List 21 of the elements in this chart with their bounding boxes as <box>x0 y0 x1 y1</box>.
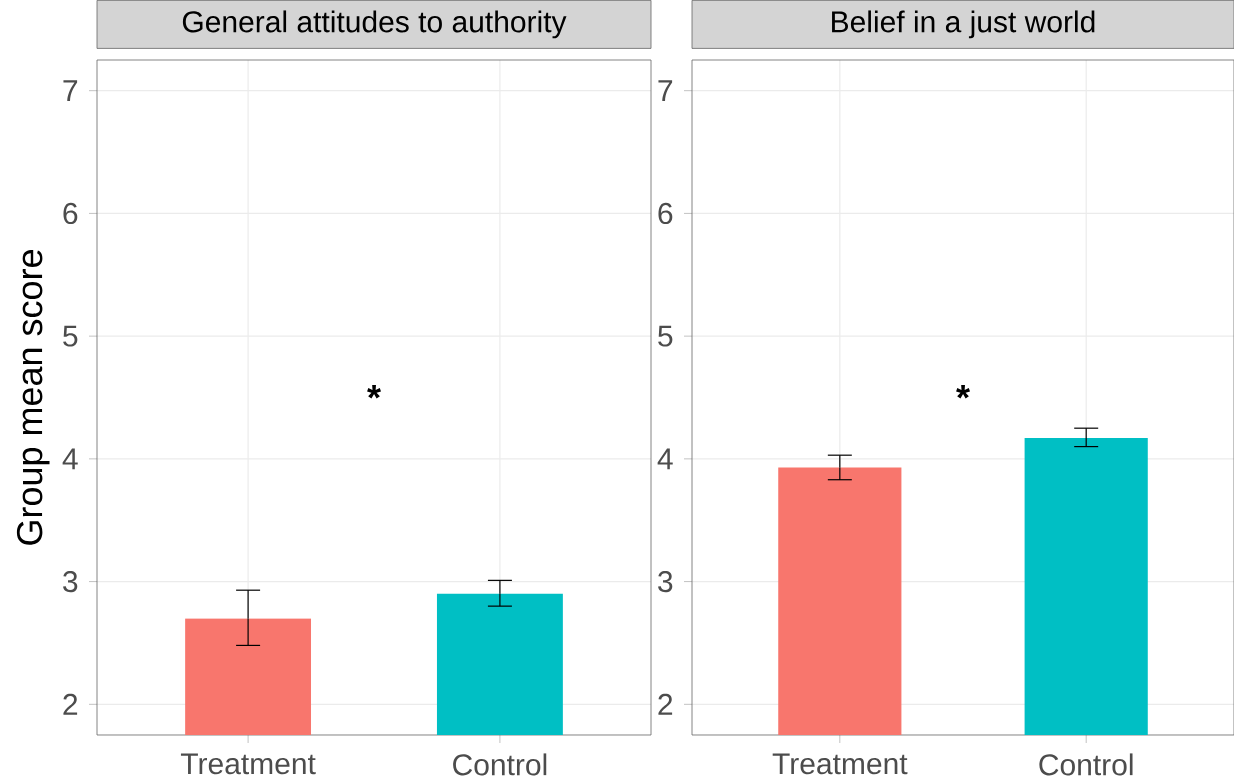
y-tick-label: 2 <box>63 693 78 715</box>
x-tick-label: Treatment <box>772 753 908 775</box>
y-tick-label: 7 <box>63 80 78 101</box>
y-tick-label: 3 <box>63 570 78 593</box>
chart-title: Belief in a just world <box>832 10 1095 39</box>
annotation: * <box>367 385 381 399</box>
y-tick-label: 5 <box>63 325 78 347</box>
x-tick-label: Control <box>1039 753 1133 776</box>
annotation: * <box>956 385 970 399</box>
y-tick-label: 4 <box>657 448 673 470</box>
x-tick-label: Treatment <box>180 753 316 775</box>
y-tick-label: 6 <box>63 202 78 225</box>
y-axis-title: Group mean score <box>16 250 50 545</box>
chart-title: General attitudes to authority <box>182 10 567 39</box>
y-tick-label: 6 <box>658 202 673 225</box>
y-tick-label: 2 <box>658 693 673 715</box>
x-tick-label: Control <box>453 753 547 776</box>
y-tick-label: 5 <box>658 325 673 347</box>
y-tick-label: 7 <box>658 80 673 101</box>
y-tick-label: 4 <box>62 448 78 470</box>
y-tick-label: 3 <box>658 570 673 593</box>
